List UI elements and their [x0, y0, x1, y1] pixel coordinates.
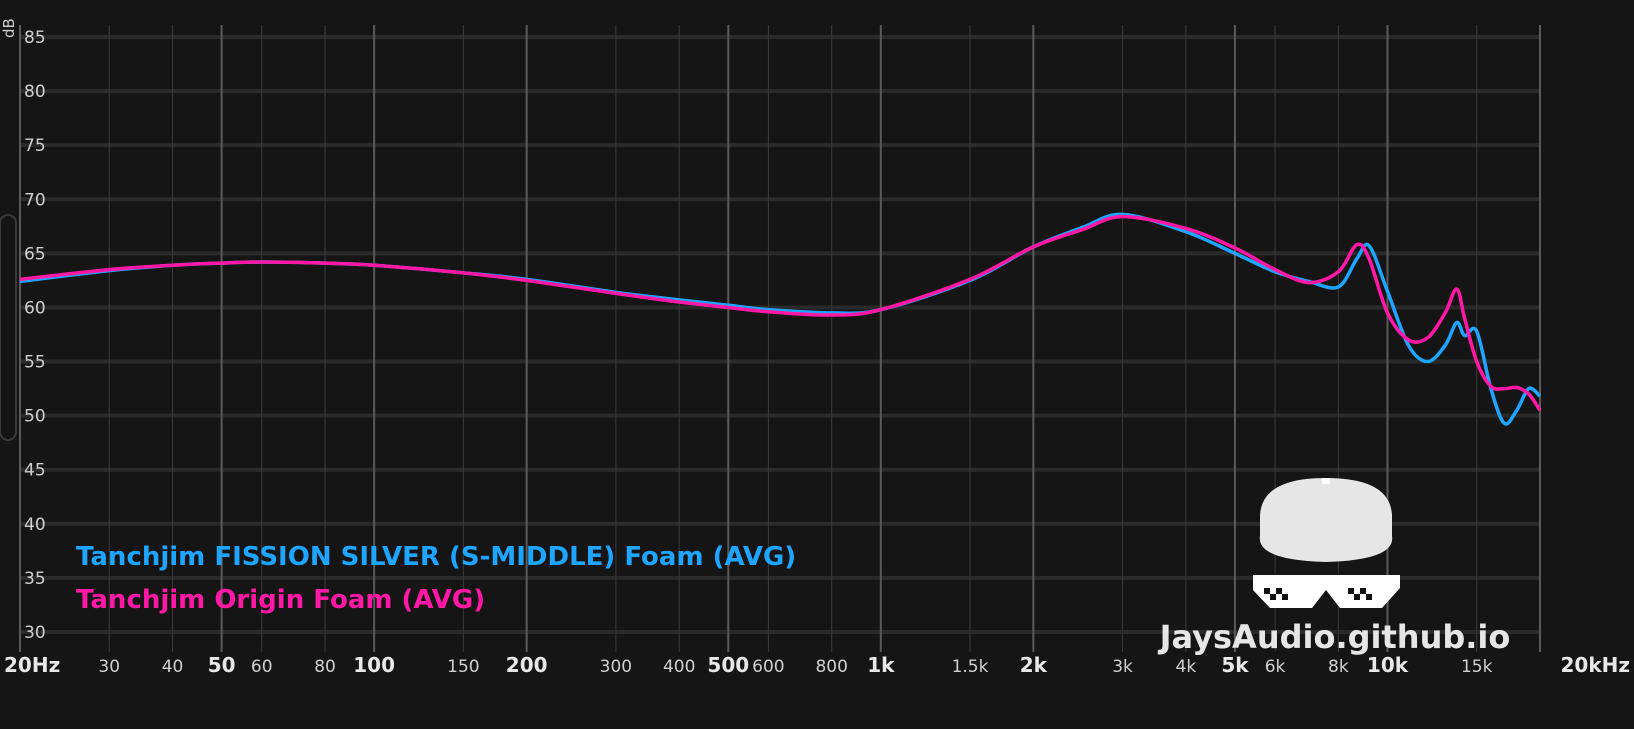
x-tick-label: 10k — [1367, 653, 1409, 677]
x-tick-label: 5k — [1221, 653, 1249, 677]
x-tick-label: 80 — [314, 657, 336, 677]
x-tick-label: 1.5k — [952, 657, 989, 677]
y-tick-label: 35 — [24, 569, 46, 589]
y-tick-label: 30 — [24, 623, 46, 643]
x-tick-label: 150 — [447, 657, 479, 677]
x-tick-label: 6k — [1265, 657, 1286, 677]
legend-entry: Tanchjim Origin Foam (AVG) — [76, 585, 485, 615]
frequency-response-line — [19, 214, 1542, 412]
x-tick-label: 1k — [867, 653, 895, 677]
watermark: JaysAudio.github.io — [1158, 618, 1511, 656]
y-tick-label: 70 — [24, 190, 46, 210]
x-tick-label: 40 — [162, 657, 184, 677]
y-tick-label: 80 — [24, 82, 46, 102]
x-tick-label: 15k — [1461, 657, 1493, 677]
x-tick-label: 200 — [506, 653, 548, 677]
x-tick-label: 600 — [752, 657, 784, 677]
x-tick-label: 50 — [208, 653, 236, 677]
x-tick-label: 30 — [98, 657, 120, 677]
x-tick-label: 400 — [663, 657, 695, 677]
x-tick-label: 500 — [707, 653, 749, 677]
x-tick-label: 100 — [353, 653, 395, 677]
y-tick-label: 85 — [24, 28, 46, 48]
y-tick-label: 50 — [24, 407, 46, 427]
legend-entry: Tanchjim FISSION SILVER (S-MIDDLE) Foam … — [76, 542, 796, 572]
y-tick-label: 65 — [24, 244, 46, 264]
y-tick-label: 40 — [24, 515, 46, 535]
x-tick-label: 8k — [1328, 657, 1349, 677]
slider-handle[interactable] — [0, 214, 17, 441]
x-tick-label: 4k — [1176, 657, 1197, 677]
x-tick-label: 20Hz — [4, 653, 60, 677]
y-axis-label: dB — [0, 18, 18, 38]
x-tick-label: 800 — [815, 657, 847, 677]
x-tick-label: 60 — [251, 657, 273, 677]
lines — [19, 212, 1542, 426]
legend: Tanchjim FISSION SILVER (S-MIDDLE) Foam … — [76, 542, 796, 615]
x-tick-label: 20kHz — [1560, 653, 1630, 677]
y-tick-label: 60 — [24, 298, 46, 318]
y-tick-label: 45 — [24, 461, 46, 481]
y-tick-label: 75 — [24, 136, 46, 156]
y-tick-label: 55 — [24, 353, 46, 373]
x-tick-label: 3k — [1112, 657, 1133, 677]
x-tick-label: 300 — [600, 657, 632, 677]
watermark-logo — [1253, 478, 1400, 608]
x-tick-label: 2k — [1020, 653, 1048, 677]
